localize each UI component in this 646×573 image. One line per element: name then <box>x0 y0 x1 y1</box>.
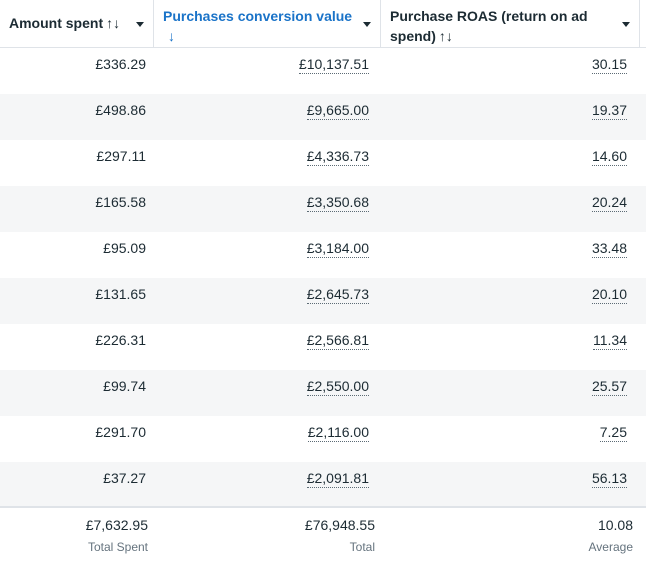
sort-desc-icon[interactable]: ↓ <box>168 28 175 44</box>
table-row: £498.86 £9,665.00 19.37 <box>0 94 646 140</box>
roas-cell[interactable]: 25.57 <box>591 378 627 396</box>
average-roas: 10.08 <box>597 517 633 533</box>
average-roas-label: Average <box>588 540 633 554</box>
table-row: £95.09 £3,184.00 33.48 <box>0 232 646 278</box>
column-divider[interactable] <box>380 0 381 48</box>
chevron-down-icon[interactable] <box>136 22 144 27</box>
conversion-value-cell[interactable]: £2,550.00 <box>306 378 369 396</box>
conversion-value-cell[interactable]: £2,566.81 <box>306 332 369 350</box>
roas-cell[interactable]: 11.34 <box>593 332 627 350</box>
amount-spent-cell: £165.58 <box>95 194 146 210</box>
table-row: £297.11 £4,336.73 14.60 <box>0 140 646 186</box>
total-conversion-value: £76,948.55 <box>304 517 375 533</box>
amount-spent-cell: £336.29 <box>95 56 146 72</box>
conversion-value-cell[interactable]: £3,184.00 <box>306 240 369 258</box>
roas-cell[interactable]: 19.37 <box>591 102 627 120</box>
table-row: £99.74 £2,550.00 25.57 <box>0 370 646 416</box>
column-divider[interactable] <box>153 0 154 48</box>
amount-spent-cell: £95.09 <box>103 240 146 256</box>
chevron-down-icon[interactable] <box>622 22 630 27</box>
chevron-down-icon[interactable] <box>363 22 371 27</box>
roas-cell[interactable]: 7.25 <box>599 424 627 442</box>
conversion-value-cell[interactable]: £2,645.73 <box>306 286 369 304</box>
conversion-value-cell[interactable]: £9,665.00 <box>306 102 369 120</box>
roas-cell[interactable]: 56.13 <box>591 470 627 488</box>
roas-cell[interactable]: 14.60 <box>591 148 627 166</box>
column-header-purchases-conversion-value[interactable]: Purchases conversion value ↓ <box>154 0 380 48</box>
roas-cell[interactable]: 33.48 <box>591 240 627 258</box>
roas-cell[interactable]: 20.10 <box>591 286 627 304</box>
table-row: £131.65 £2,645.73 20.10 <box>0 278 646 324</box>
roas-cell[interactable]: 20.24 <box>591 194 627 212</box>
table-header: Amount spent ↑↓ Purchases conversion valu… <box>0 0 646 48</box>
sort-icon[interactable]: ↑↓ <box>438 28 453 44</box>
conversion-value-cell[interactable]: £10,137.51 <box>298 56 369 74</box>
conversion-value-cell[interactable]: £3,350.68 <box>306 194 369 212</box>
column-divider[interactable] <box>639 0 640 48</box>
column-header-label: Amount spent <box>9 15 104 31</box>
table-row: £226.31 £2,566.81 11.34 <box>0 324 646 370</box>
conversion-value-cell[interactable]: £4,336.73 <box>306 148 369 166</box>
column-header-label: Purchases conversion value <box>163 8 353 24</box>
column-header-purchase-roas[interactable]: Purchase ROAS (return on ad spend) ↑↓ <box>381 0 639 48</box>
total-amount-spent-label: Total Spent <box>87 540 148 554</box>
column-header-label: Purchase ROAS (return on ad spend) <box>390 8 588 44</box>
amount-spent-cell: £297.11 <box>96 148 146 164</box>
table-row: £336.29 £10,137.51 30.15 <box>0 48 646 94</box>
roas-cell[interactable]: 30.15 <box>591 56 627 74</box>
amount-spent-cell: £131.65 <box>95 286 146 302</box>
table-footer-totals: £7,632.95 Total Spent £76,948.55 Total 1… <box>0 506 646 573</box>
amount-spent-cell: £291.70 <box>95 424 146 440</box>
table-row: £291.70 £2,116.00 7.25 <box>0 416 646 462</box>
table-row: £37.27 £2,091.81 56.13 <box>0 462 646 508</box>
table-row: £165.58 £3,350.68 20.24 <box>0 186 646 232</box>
column-header-amount-spent[interactable]: Amount spent ↑↓ <box>0 0 153 48</box>
amount-spent-cell: £226.31 <box>95 332 146 348</box>
total-conversion-value-label: Total <box>349 540 375 554</box>
sort-icon[interactable]: ↑↓ <box>106 15 121 31</box>
total-amount-spent: £7,632.95 <box>85 517 148 533</box>
amount-spent-cell: £498.86 <box>95 102 146 118</box>
amount-spent-cell: £99.74 <box>103 378 146 394</box>
conversion-value-cell[interactable]: £2,116.00 <box>307 424 369 442</box>
amount-spent-cell: £37.27 <box>103 470 146 486</box>
conversion-value-cell[interactable]: £2,091.81 <box>306 470 369 488</box>
